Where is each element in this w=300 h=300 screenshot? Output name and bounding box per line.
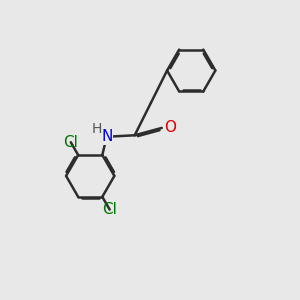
Text: O: O	[164, 120, 176, 135]
Text: Cl: Cl	[102, 202, 117, 217]
Text: N: N	[101, 129, 112, 144]
Text: H: H	[91, 122, 102, 136]
Text: Cl: Cl	[63, 135, 78, 150]
